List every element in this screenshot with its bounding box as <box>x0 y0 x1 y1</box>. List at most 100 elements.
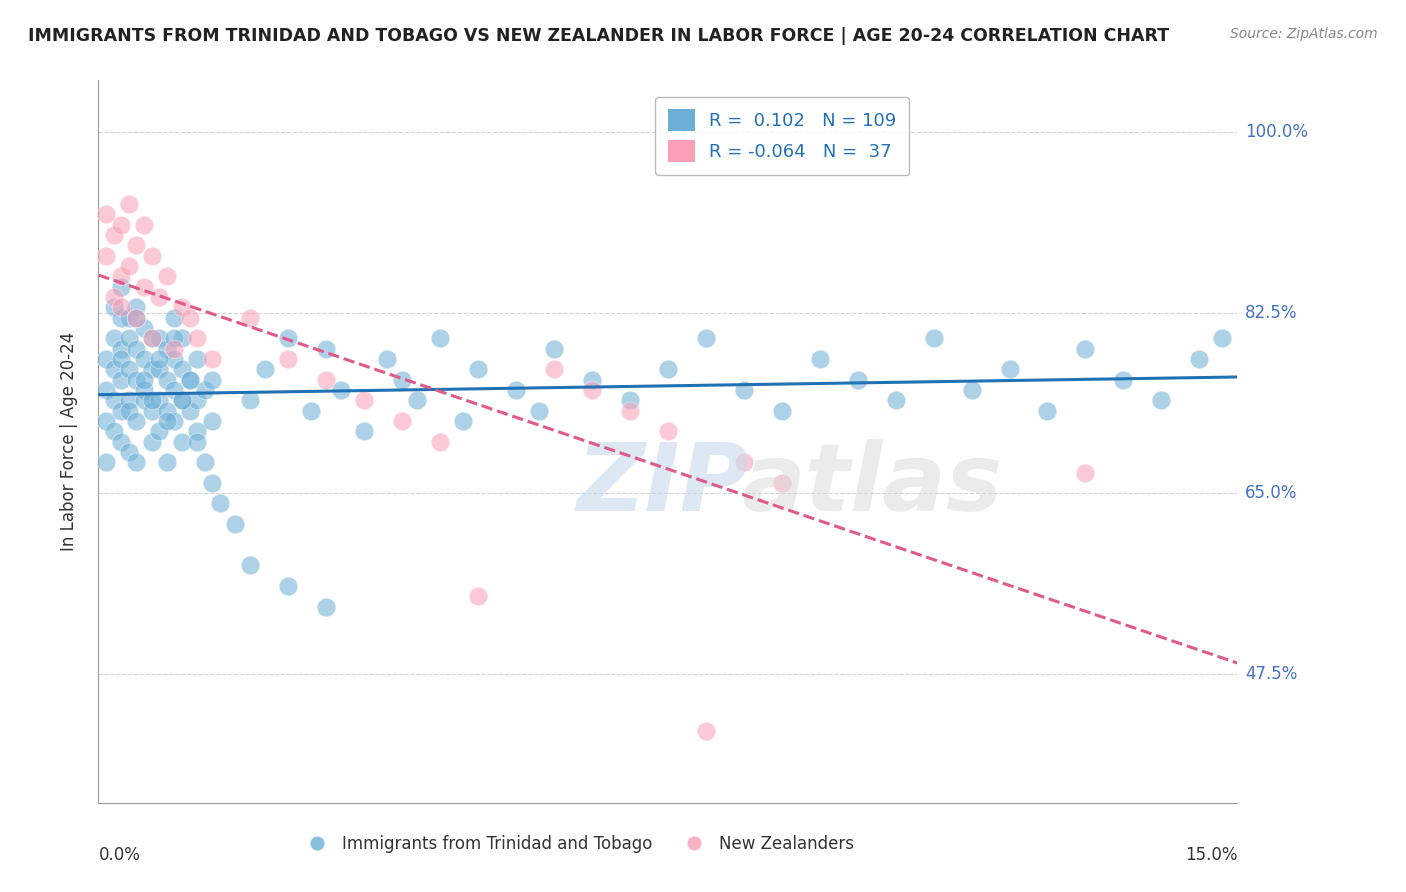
Point <box>156 403 179 417</box>
Point <box>201 373 224 387</box>
Point <box>141 362 163 376</box>
Point <box>118 445 141 459</box>
Point <box>125 414 148 428</box>
Point <box>163 310 186 325</box>
Point <box>118 310 141 325</box>
Point <box>186 331 208 345</box>
Point <box>619 393 641 408</box>
Point <box>103 301 125 315</box>
Point <box>254 362 277 376</box>
Legend: Immigrants from Trinidad and Tobago, New Zealanders: Immigrants from Trinidad and Tobago, New… <box>294 828 860 860</box>
Point <box>125 373 148 387</box>
Point <box>186 351 208 366</box>
Point <box>733 383 755 397</box>
Text: atlas: atlas <box>742 439 1002 531</box>
Point <box>148 351 170 366</box>
Point <box>170 393 193 408</box>
Point <box>733 455 755 469</box>
Point <box>239 393 262 408</box>
Point <box>125 238 148 252</box>
Point <box>125 310 148 325</box>
Point <box>103 362 125 376</box>
Point <box>110 373 132 387</box>
Point <box>163 383 186 397</box>
Point <box>141 434 163 449</box>
Point <box>695 331 717 345</box>
Point <box>194 383 217 397</box>
Point <box>156 373 179 387</box>
Point <box>94 249 117 263</box>
Point <box>132 373 155 387</box>
Point <box>208 496 231 510</box>
Point <box>170 301 193 315</box>
Point <box>224 517 246 532</box>
Point <box>170 393 193 408</box>
Point <box>148 331 170 345</box>
Point <box>132 393 155 408</box>
Point <box>156 342 179 356</box>
Point <box>141 393 163 408</box>
Point <box>429 331 451 345</box>
Point <box>156 414 179 428</box>
Point <box>103 331 125 345</box>
Point <box>1112 373 1135 387</box>
Point <box>179 373 201 387</box>
Point <box>1188 351 1211 366</box>
Point <box>884 393 907 408</box>
Point <box>103 228 125 243</box>
Text: 82.5%: 82.5% <box>1244 303 1298 321</box>
Point <box>118 403 141 417</box>
Point <box>110 279 132 293</box>
Point <box>239 310 262 325</box>
Point <box>179 403 201 417</box>
Point <box>277 579 299 593</box>
Point <box>118 331 141 345</box>
Point <box>194 455 217 469</box>
Point <box>132 218 155 232</box>
Point <box>132 321 155 335</box>
Point <box>148 424 170 438</box>
Point <box>118 259 141 273</box>
Point <box>406 393 429 408</box>
Point <box>186 393 208 408</box>
Point <box>1074 342 1097 356</box>
Point <box>657 362 679 376</box>
Point <box>94 351 117 366</box>
Point <box>118 197 141 211</box>
Point <box>391 373 413 387</box>
Point <box>125 455 148 469</box>
Text: 65.0%: 65.0% <box>1244 484 1298 502</box>
Point <box>353 393 375 408</box>
Point <box>619 403 641 417</box>
Point <box>110 310 132 325</box>
Point <box>201 351 224 366</box>
Point <box>148 290 170 304</box>
Point <box>110 269 132 284</box>
Point <box>846 373 869 387</box>
Text: 0.0%: 0.0% <box>98 847 141 864</box>
Point <box>315 599 337 614</box>
Text: 47.5%: 47.5% <box>1244 665 1298 682</box>
Point <box>141 331 163 345</box>
Point <box>110 403 132 417</box>
Point <box>353 424 375 438</box>
Point <box>103 393 125 408</box>
Point <box>808 351 831 366</box>
Point <box>118 362 141 376</box>
Point <box>543 362 565 376</box>
Point <box>141 331 163 345</box>
Point <box>543 342 565 356</box>
Point <box>103 424 125 438</box>
Point <box>156 269 179 284</box>
Point <box>770 475 793 490</box>
Point <box>110 342 132 356</box>
Point <box>960 383 983 397</box>
Point <box>770 403 793 417</box>
Point <box>201 475 224 490</box>
Point <box>1036 403 1059 417</box>
Point <box>201 414 224 428</box>
Point <box>186 424 208 438</box>
Text: 100.0%: 100.0% <box>1244 123 1308 141</box>
Point <box>94 455 117 469</box>
Point <box>277 331 299 345</box>
